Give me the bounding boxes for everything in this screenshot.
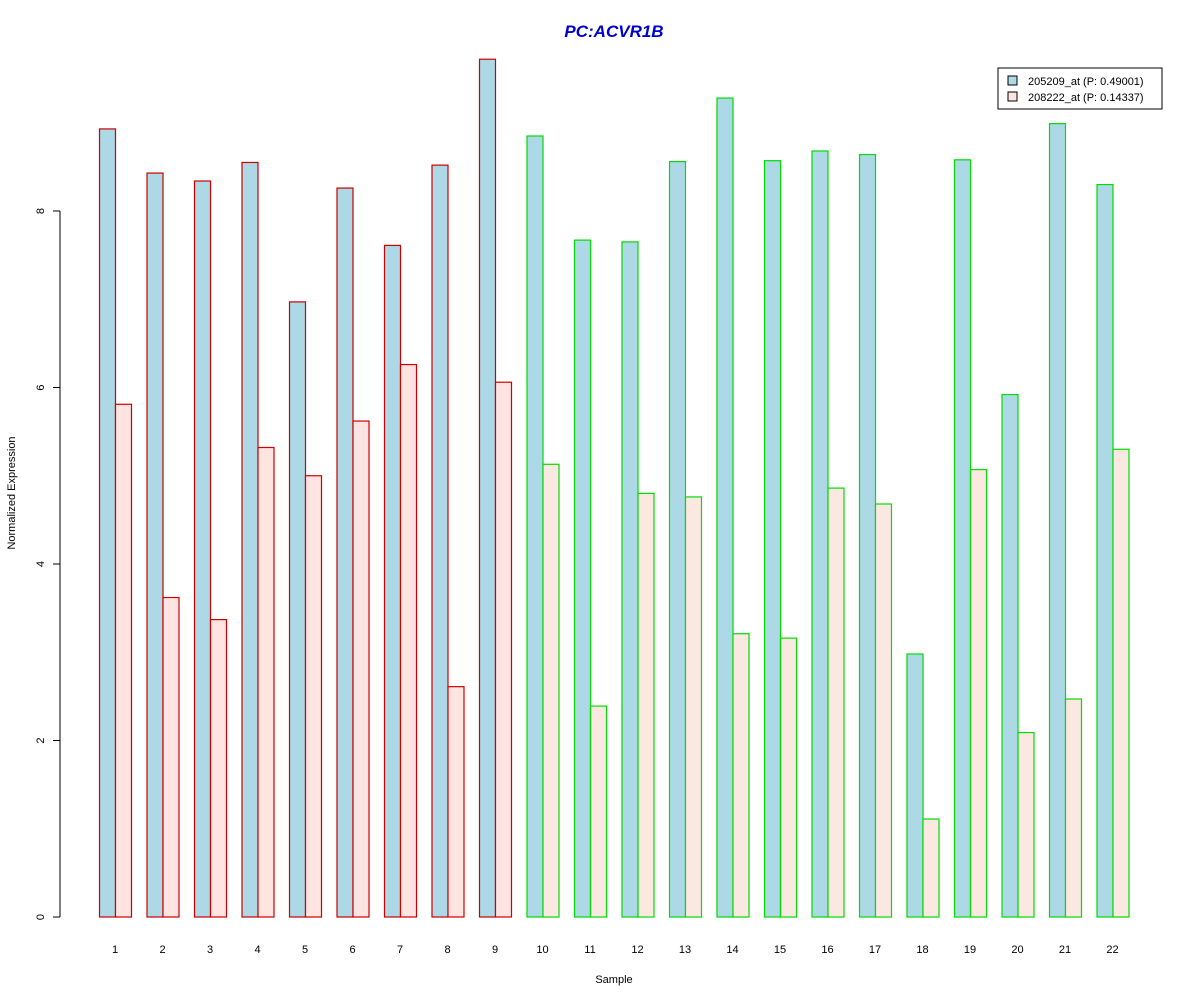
bar-sample-6-series-1 (336, 187, 354, 918)
x-tick-label-12: 12 (631, 944, 643, 956)
bar-sample-22-series-1 (1096, 183, 1114, 918)
bar-sample-13-series-2 (684, 496, 703, 918)
bars-group (98, 58, 1130, 918)
x-tick-label-3: 3 (207, 944, 213, 956)
x-tick-label-10: 10 (536, 944, 548, 956)
bar-sample-5-series-1 (288, 301, 307, 918)
x-tick-label-4: 4 (254, 944, 260, 956)
bar-sample-2-series-1 (146, 172, 164, 918)
legend: 205209_at (P: 0.49001) 208222_at (P: 0.1… (997, 67, 1163, 110)
x-tick-label-2: 2 (159, 944, 165, 956)
bar-sample-6-series-2 (352, 420, 370, 918)
x-tick-label-8: 8 (444, 944, 450, 956)
bar-sample-4-series-2 (257, 446, 275, 918)
bar-sample-16-series-2 (827, 487, 845, 918)
legend-swatch-series-2 (1007, 91, 1018, 102)
x-tick-label-19: 19 (964, 944, 976, 956)
legend-label-series-2: 208222_at (P: 0.14337) (1028, 92, 1144, 104)
bar-sample-14-series-2 (732, 633, 750, 918)
x-tick-label-22: 22 (1106, 944, 1118, 956)
bar-sample-15-series-1 (763, 160, 782, 918)
y-tick-label: 8 (35, 208, 47, 214)
x-tick-label-20: 20 (1011, 944, 1023, 956)
bar-sample-11-series-2 (589, 705, 608, 918)
bar-sample-9-series-1 (478, 58, 497, 918)
bar-sample-14-series-1 (716, 97, 734, 918)
bar-sample-1-series-1 (98, 128, 117, 918)
bar-sample-21-series-1 (1048, 123, 1067, 918)
bar-sample-16-series-1 (811, 150, 829, 918)
bar-sample-17-series-1 (858, 153, 877, 918)
legend-label-series-1: 205209_at (P: 0.49001) (1028, 76, 1144, 88)
x-tick-label-5: 5 (302, 944, 308, 956)
bar-sample-3-series-1 (193, 180, 212, 918)
x-tick-label-1: 1 (112, 944, 118, 956)
bar-sample-7-series-1 (383, 244, 402, 918)
bar-sample-7-series-2 (399, 363, 418, 918)
y-tick-label: 0 (35, 914, 47, 920)
chart-title: PC:ACVR1B (564, 22, 663, 41)
x-tick-label-6: 6 (349, 944, 355, 956)
x-tick-label-13: 13 (679, 944, 691, 956)
bar-sample-8-series-2 (447, 686, 465, 918)
y-axis-label: Normalized Expression (6, 436, 18, 549)
bar-sample-3-series-2 (209, 618, 228, 918)
bar-sample-10-series-2 (542, 463, 560, 918)
x-tick-label-9: 9 (492, 944, 498, 956)
bar-sample-22-series-2 (1112, 448, 1130, 918)
y-tick-label: 2 (35, 737, 47, 743)
bar-sample-18-series-1 (906, 653, 924, 918)
x-tick-label-11: 11 (584, 944, 595, 956)
bar-sample-19-series-2 (969, 468, 988, 918)
bar-sample-13-series-1 (668, 160, 687, 918)
bar-sample-2-series-2 (162, 596, 180, 918)
bar-sample-17-series-2 (874, 503, 893, 918)
bar-sample-11-series-1 (573, 239, 592, 918)
bar-sample-20-series-1 (1001, 393, 1019, 918)
legend-box (997, 67, 1163, 110)
y-tick-label: 6 (35, 384, 47, 390)
bar-sample-18-series-2 (922, 818, 940, 918)
x-tick-label-16: 16 (821, 944, 833, 956)
x-tick-label-15: 15 (774, 944, 786, 956)
x-tick-labels: 1 2 3 4 5 6 7 8 9 10 11 12 13 14 15 16 17 18 19 20 21 22 (112, 944, 1119, 956)
bar-sample-15-series-2 (779, 637, 798, 918)
bar-sample-4-series-1 (241, 161, 259, 918)
bar-sample-12-series-1 (621, 241, 639, 918)
bar-sample-9-series-2 (494, 381, 513, 918)
x-tick-label-17: 17 (869, 944, 881, 956)
x-tick-label-21: 21 (1059, 944, 1071, 956)
x-tick-label-14: 14 (726, 944, 738, 956)
x-tick-label-18: 18 (916, 944, 928, 956)
bar-sample-12-series-2 (637, 492, 655, 918)
bar-sample-5-series-2 (304, 475, 323, 918)
bar-sample-19-series-1 (953, 159, 972, 918)
x-axis-label: Sample (595, 974, 632, 986)
bar-sample-1-series-2 (114, 403, 133, 918)
bar-sample-10-series-1 (526, 135, 544, 918)
x-tick-label-7: 7 (397, 944, 403, 956)
bar-sample-21-series-2 (1064, 698, 1083, 918)
bar-sample-8-series-1 (431, 164, 449, 918)
legend-swatch-series-1 (1007, 75, 1018, 86)
bar-sample-20-series-2 (1017, 731, 1035, 918)
y-tick-label: 4 (35, 561, 47, 567)
y-axis: 0 2 4 6 8 (35, 208, 61, 920)
